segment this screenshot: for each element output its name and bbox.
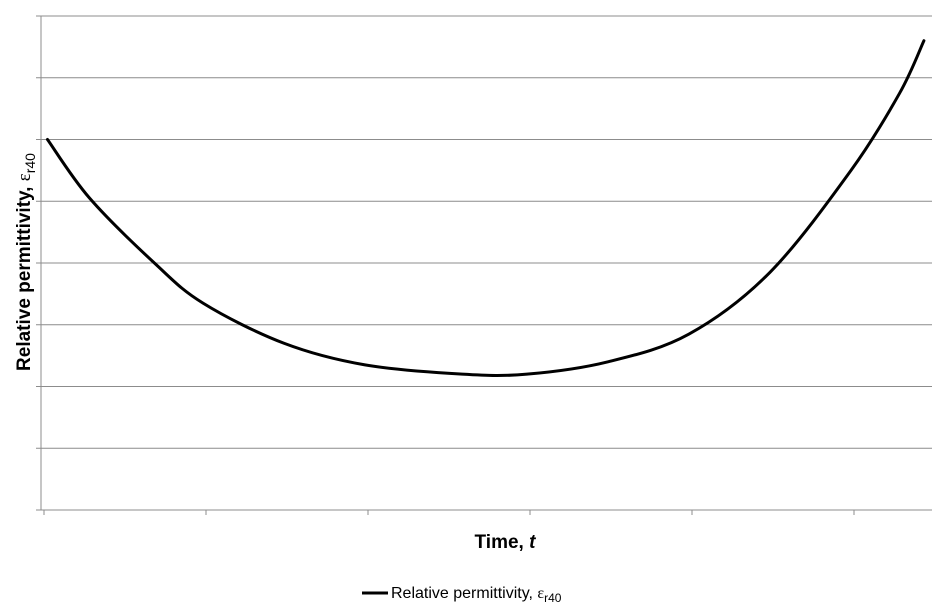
y-axis-title: Relative permittivity, εr40 [14, 153, 38, 371]
series-layer [45, 39, 926, 378]
legend: Relative permittivity, εr40 [362, 585, 562, 605]
gridlines [41, 15, 932, 449]
x-axis-title: Time, t [475, 532, 537, 553]
axes [36, 15, 932, 515]
legend-label: Relative permittivity, εr40 [391, 585, 562, 605]
series-line-0 [45, 39, 926, 378]
